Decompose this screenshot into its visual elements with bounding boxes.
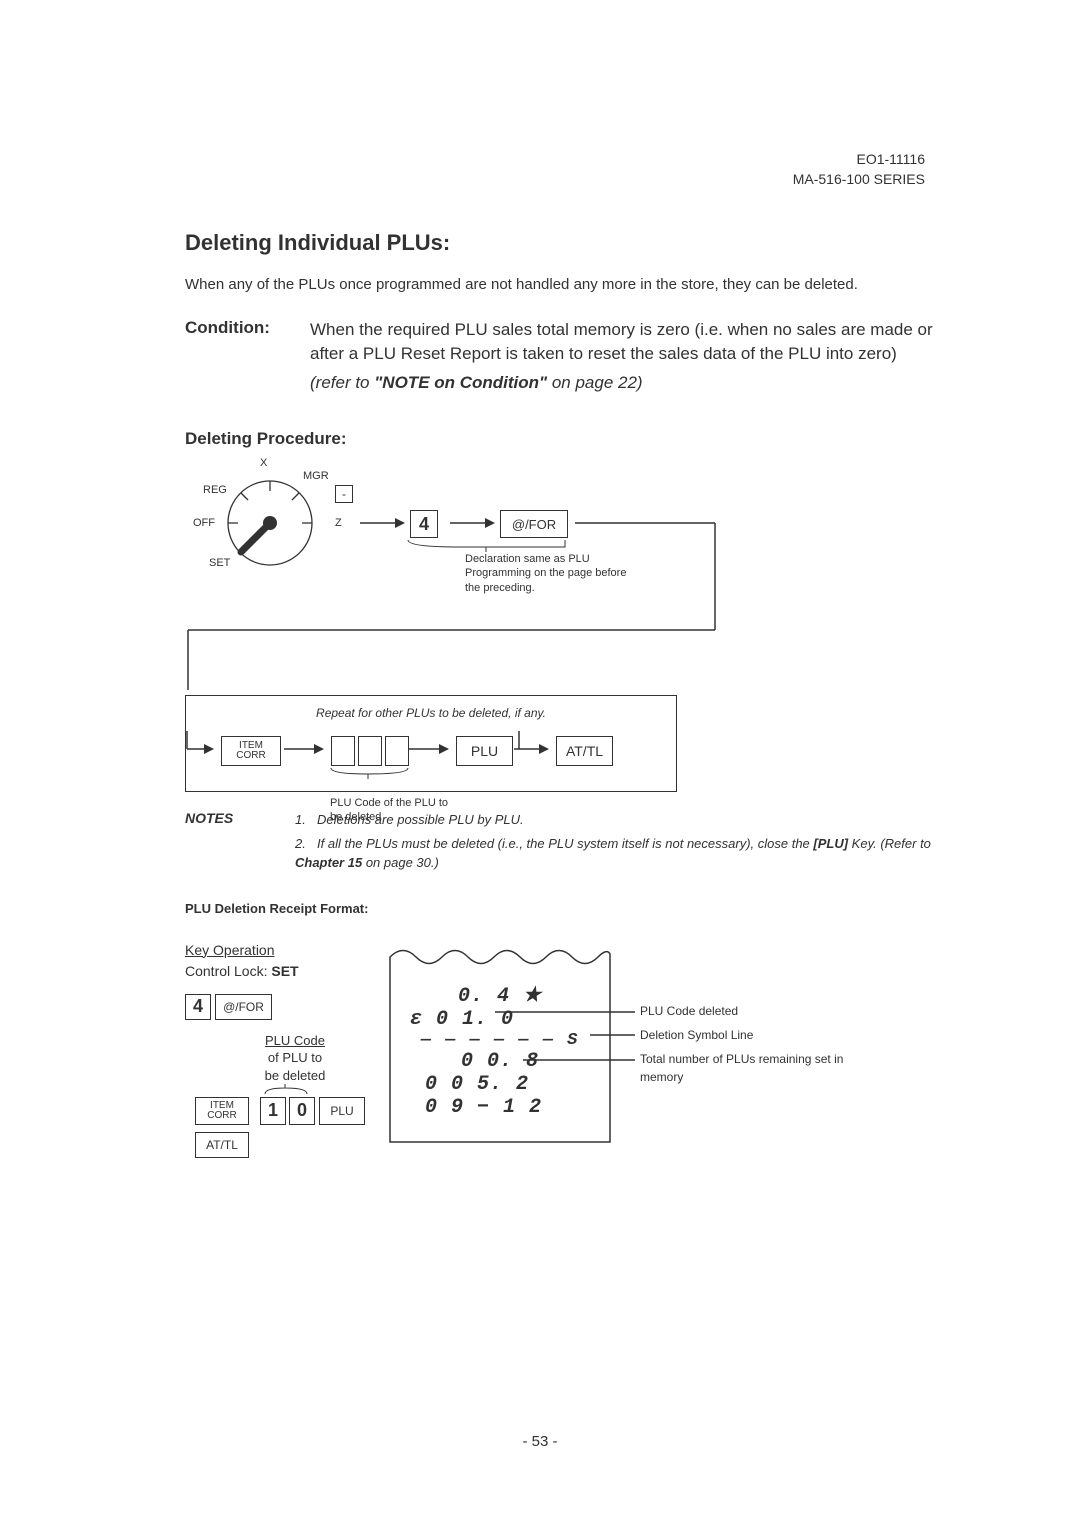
condition-ref-pre: (refer to [310,373,374,392]
key-1: 1 [260,1097,286,1125]
key-plu: PLU [456,736,513,766]
key-operation-title: Key Operation [185,942,299,958]
dial-minus-key: - [335,485,353,503]
key-plu-b: PLU [319,1097,365,1125]
notes-section: NOTES 1.Deletions are possible PLU by PL… [185,810,950,873]
intro-text: When any of the PLUs once programmed are… [185,274,950,296]
plu-code-caption-1: PLU Code [265,1033,325,1048]
key-blank-2 [358,736,382,766]
dial-x: X [260,457,267,469]
header: EO1-11116 MA-516-100 SERIES [793,150,925,189]
key-item-corr: ITEM CORR [221,736,281,766]
control-lock-bold: SET [271,963,298,979]
control-lock-pre: Control Lock: [185,963,271,979]
note-2-bold: [PLU] [813,836,848,851]
notes-label: NOTES [185,810,295,826]
repeat-box: Repeat for other PLUs to be deleted, if … [185,695,677,792]
deleting-diagram: X MGR REG - OFF Z SET 4 @/FOR Declaratio… [185,455,950,685]
key-corr-b: CORR [207,1111,236,1121]
header-line1: EO1-11116 [793,150,925,170]
receipt-l6: 0 9 − 1 2 [395,1096,605,1119]
key-0: 0 [289,1097,315,1125]
key-operation: Key Operation Control Lock: SET [185,942,299,979]
condition-ref-bold: "NOTE on Condition" [374,373,547,392]
note-2-pre: If all the PLUs must be deleted (i.e., t… [317,836,813,851]
callout-2: Deletion Symbol Line [640,1026,860,1044]
dial-mgr: MGR [303,470,329,482]
deleting-procedure-title: Deleting Procedure: [185,429,950,449]
plu-code-note: PLU Code of the PLU to be deleted [330,796,460,825]
key-4-b: 4 [185,994,211,1020]
condition-label: Condition: [185,318,310,338]
condition-ref-post: on page 22) [547,373,642,392]
condition-row: Condition: When the required PLU sales t… [185,318,950,367]
brace2-icon [328,766,418,780]
condition-body: When the required PLU sales total memory… [310,318,950,367]
header-line2: MA-516-100 SERIES [793,170,925,190]
callout-3: Total number of PLUs remaining set in me… [640,1050,860,1086]
plu-code-caption-3: be deleted [265,1068,326,1083]
receipt-format-title: PLU Deletion Receipt Format: [185,901,950,916]
connector-icon [185,525,725,695]
condition-ref: (refer to "NOTE on Condition" on page 22… [310,373,950,393]
section-title: Deleting Individual PLUs: [185,230,950,256]
receipt-area: Key Operation Control Lock: SET 4 @/FOR … [185,942,950,1182]
page-number: - 53 - [0,1433,1080,1450]
key-item-corr-b: ITEM CORR [195,1097,249,1125]
repeat-text: Repeat for other PLUs to be deleted, if … [186,706,676,720]
plu-code-caption-2: of PLU to [268,1050,322,1065]
callout-1: PLU Code deleted [640,1002,860,1020]
callout-lines-icon [490,1002,660,1092]
key-corr: CORR [236,751,265,761]
note-num-2: 2. [295,834,317,854]
note-2-post: on page 30.) [362,855,439,870]
note-2-mid: Key. (Refer to [848,836,931,851]
key-attl-b: AT/TL [195,1132,249,1158]
key-attl: AT/TL [556,736,613,766]
dial-reg: REG [203,484,227,496]
note-2-bold2: Chapter 15 [295,855,362,870]
callouts: PLU Code deleted Deletion Symbol Line To… [640,1002,860,1086]
note-num-1: 1. [295,810,317,830]
key-atfor-b: @/FOR [215,994,272,1020]
key-blank-1 [331,736,355,766]
plu-code-caption: PLU Code of PLU to be deleted [245,1032,345,1085]
key-blank-3 [385,736,409,766]
